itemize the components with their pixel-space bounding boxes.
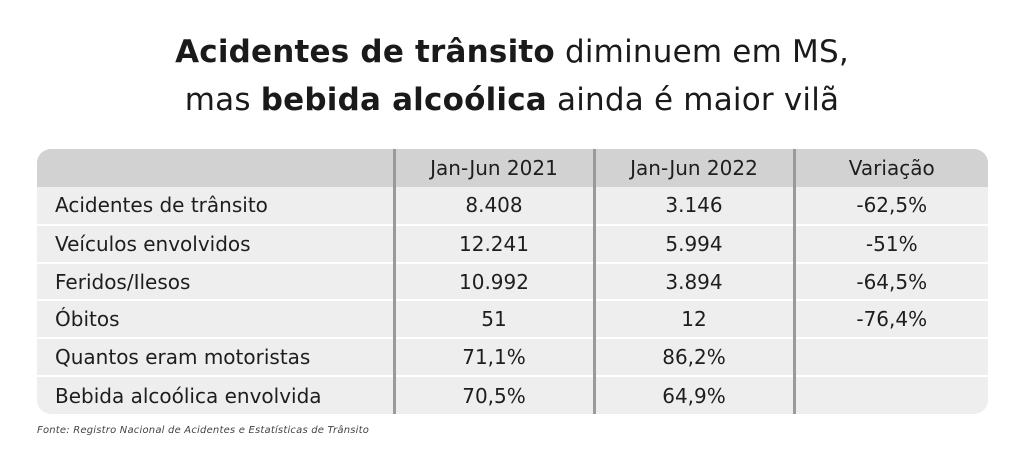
value-variation [792, 375, 988, 414]
value-2021: 12.241 [392, 223, 594, 263]
value-2021: 71,1% [392, 337, 594, 377]
title-line-1-bold: Acidentes de trânsito [175, 34, 555, 70]
table-row: Bebida alcoólica envolvida 70,5% 64,9% [37, 375, 988, 414]
title-line-2: mas bebida alcoólica ainda é maior vilã [0, 80, 1024, 120]
title-line-1: Acidentes de trânsito diminuem em MS, [0, 32, 1024, 72]
value-variation: -62,5% [792, 187, 988, 225]
table-header-row: Jan-Jun 2021 Jan-Jun 2022 Variação [37, 149, 988, 187]
data-table: Jan-Jun 2021 Jan-Jun 2022 Variação Acide… [37, 149, 988, 414]
table-row: Feridos/Ilesos 10.992 3.894 -64,5% [37, 261, 988, 301]
title-line-2-bold: bebida alcoólica [260, 82, 547, 118]
row-label: Feridos/Ilesos [37, 261, 394, 301]
table-row: Quantos eram motoristas 71,1% 86,2% [37, 337, 988, 377]
row-label: Quantos eram motoristas [37, 337, 394, 377]
row-label: Bebida alcoólica envolvida [37, 375, 394, 414]
header-cell-2021: Jan-Jun 2021 [392, 149, 594, 187]
table-row: Acidentes de trânsito 8.408 3.146 -62,5% [37, 187, 988, 225]
title-line-2-light-before: mas [184, 82, 261, 118]
table-row: Óbitos 51 12 -76,4% [37, 299, 988, 339]
value-2022: 12 [592, 299, 794, 339]
value-2021: 51 [392, 299, 594, 339]
row-label: Veículos envolvidos [37, 223, 394, 263]
value-2022: 5.994 [592, 223, 794, 263]
row-label: Acidentes de trânsito [55, 193, 268, 218]
header-cell-2022: Jan-Jun 2022 [592, 149, 794, 187]
title-line-1-light: diminuem em MS, [554, 34, 849, 70]
value-2021: 8.408 [392, 187, 594, 225]
value-2022: 3.894 [592, 261, 794, 301]
header-cell-label [37, 149, 394, 187]
data-table-container: Jan-Jun 2021 Jan-Jun 2022 Variação Acide… [37, 149, 988, 414]
value-variation: -51% [792, 223, 988, 263]
value-variation: -64,5% [792, 261, 988, 301]
title-line-2-light-after: ainda é maior vilã [546, 82, 840, 118]
value-2022: 86,2% [592, 337, 794, 377]
value-2022: 64,9% [592, 375, 794, 414]
value-variation: -76,4% [792, 299, 988, 339]
value-2022: 3.146 [592, 187, 794, 225]
source-note: Fonte: Registro Nacional de Acidentes e … [37, 425, 370, 436]
header-cell-variation: Variação [792, 149, 988, 187]
row-label: Óbitos [37, 299, 394, 339]
value-2021: 10.992 [392, 261, 594, 301]
table-row: Veículos envolvidos 12.241 5.994 -51% [37, 223, 988, 263]
value-2021: 70,5% [392, 375, 594, 414]
value-variation [792, 337, 988, 377]
